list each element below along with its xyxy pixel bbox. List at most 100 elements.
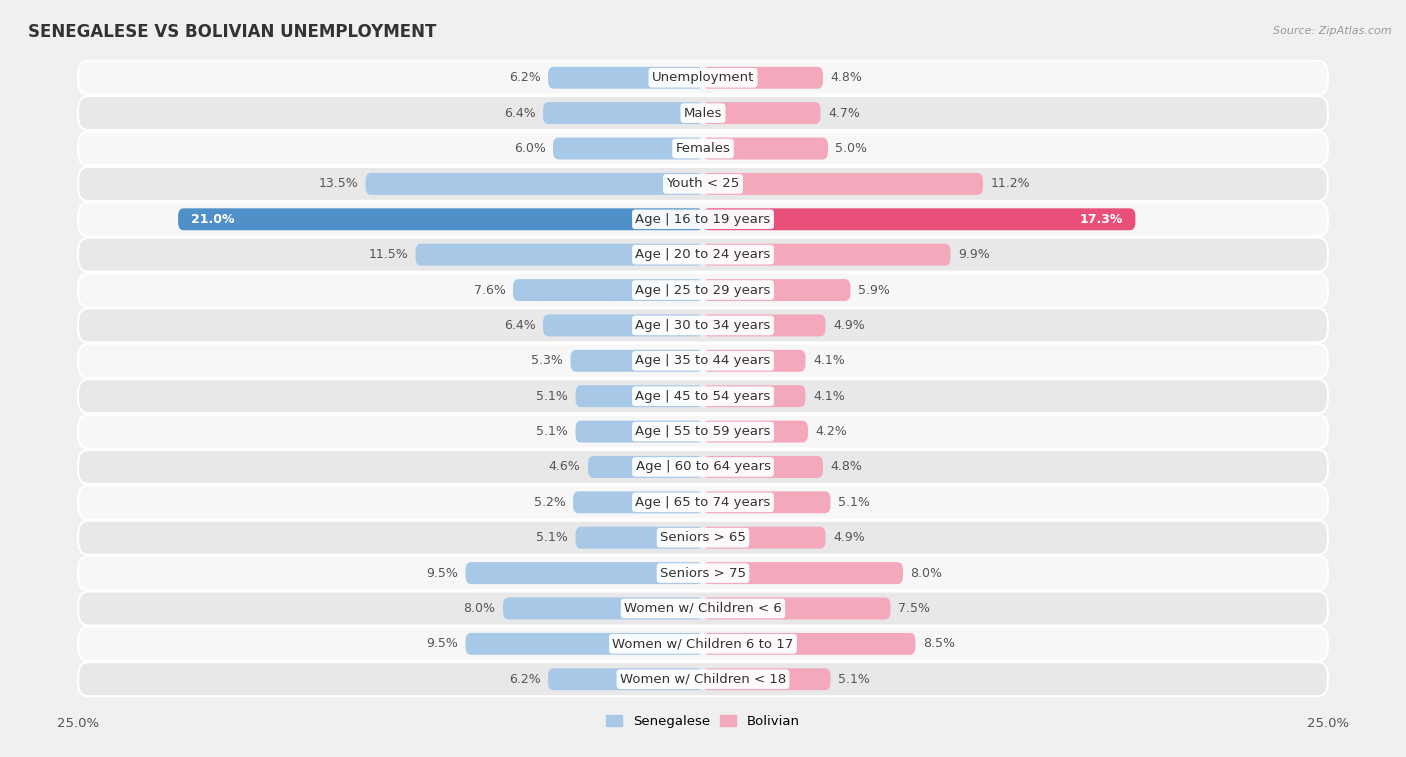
Text: Women w/ Children 6 to 17: Women w/ Children 6 to 17 xyxy=(613,637,793,650)
FancyBboxPatch shape xyxy=(465,633,703,655)
Text: Youth < 25: Youth < 25 xyxy=(666,177,740,191)
Text: 4.9%: 4.9% xyxy=(832,531,865,544)
FancyBboxPatch shape xyxy=(79,238,1327,272)
Text: 6.2%: 6.2% xyxy=(509,71,540,84)
Text: 4.9%: 4.9% xyxy=(832,319,865,332)
Text: 9.9%: 9.9% xyxy=(957,248,990,261)
Text: 5.1%: 5.1% xyxy=(536,390,568,403)
Text: 5.1%: 5.1% xyxy=(838,496,870,509)
Text: 4.8%: 4.8% xyxy=(831,460,862,473)
Text: 4.7%: 4.7% xyxy=(828,107,860,120)
FancyBboxPatch shape xyxy=(79,132,1327,166)
Text: 6.0%: 6.0% xyxy=(513,142,546,155)
FancyBboxPatch shape xyxy=(79,556,1327,590)
Text: Age | 65 to 74 years: Age | 65 to 74 years xyxy=(636,496,770,509)
FancyBboxPatch shape xyxy=(79,591,1327,625)
FancyBboxPatch shape xyxy=(79,379,1327,413)
FancyBboxPatch shape xyxy=(79,450,1327,484)
Text: Age | 16 to 19 years: Age | 16 to 19 years xyxy=(636,213,770,226)
Text: Women w/ Children < 18: Women w/ Children < 18 xyxy=(620,673,786,686)
FancyBboxPatch shape xyxy=(703,456,823,478)
Text: Age | 45 to 54 years: Age | 45 to 54 years xyxy=(636,390,770,403)
FancyBboxPatch shape xyxy=(571,350,703,372)
Text: 5.3%: 5.3% xyxy=(531,354,562,367)
Text: 8.0%: 8.0% xyxy=(911,566,942,580)
Text: 8.0%: 8.0% xyxy=(464,602,495,615)
FancyBboxPatch shape xyxy=(543,102,703,124)
FancyBboxPatch shape xyxy=(548,67,703,89)
Text: 4.8%: 4.8% xyxy=(831,71,862,84)
FancyBboxPatch shape xyxy=(574,491,703,513)
Text: 17.3%: 17.3% xyxy=(1080,213,1123,226)
Text: 5.1%: 5.1% xyxy=(536,531,568,544)
FancyBboxPatch shape xyxy=(79,61,1327,95)
Text: 4.1%: 4.1% xyxy=(813,354,845,367)
Text: 5.2%: 5.2% xyxy=(534,496,565,509)
Text: 21.0%: 21.0% xyxy=(191,213,233,226)
FancyBboxPatch shape xyxy=(703,244,950,266)
Text: 4.6%: 4.6% xyxy=(548,460,581,473)
FancyBboxPatch shape xyxy=(703,421,808,443)
FancyBboxPatch shape xyxy=(588,456,703,478)
Text: Males: Males xyxy=(683,107,723,120)
FancyBboxPatch shape xyxy=(703,491,831,513)
Text: 5.1%: 5.1% xyxy=(838,673,870,686)
Text: Females: Females xyxy=(675,142,731,155)
FancyBboxPatch shape xyxy=(548,668,703,690)
FancyBboxPatch shape xyxy=(79,167,1327,201)
Text: 5.1%: 5.1% xyxy=(536,425,568,438)
Text: 11.2%: 11.2% xyxy=(990,177,1031,191)
FancyBboxPatch shape xyxy=(543,314,703,336)
FancyBboxPatch shape xyxy=(79,485,1327,519)
Text: Age | 55 to 59 years: Age | 55 to 59 years xyxy=(636,425,770,438)
FancyBboxPatch shape xyxy=(703,597,890,619)
Text: 4.2%: 4.2% xyxy=(815,425,848,438)
FancyBboxPatch shape xyxy=(79,344,1327,378)
Legend: Senegalese, Bolivian: Senegalese, Bolivian xyxy=(600,709,806,734)
Text: Women w/ Children < 6: Women w/ Children < 6 xyxy=(624,602,782,615)
Text: 11.5%: 11.5% xyxy=(368,248,408,261)
Text: 9.5%: 9.5% xyxy=(426,566,458,580)
Text: 8.5%: 8.5% xyxy=(922,637,955,650)
Text: Unemployment: Unemployment xyxy=(652,71,754,84)
Text: 5.0%: 5.0% xyxy=(835,142,868,155)
FancyBboxPatch shape xyxy=(703,102,821,124)
FancyBboxPatch shape xyxy=(79,308,1327,342)
FancyBboxPatch shape xyxy=(416,244,703,266)
FancyBboxPatch shape xyxy=(79,627,1327,661)
Text: 5.9%: 5.9% xyxy=(858,284,890,297)
FancyBboxPatch shape xyxy=(79,202,1327,236)
FancyBboxPatch shape xyxy=(179,208,703,230)
FancyBboxPatch shape xyxy=(513,279,703,301)
FancyBboxPatch shape xyxy=(503,597,703,619)
FancyBboxPatch shape xyxy=(575,527,703,549)
FancyBboxPatch shape xyxy=(553,138,703,160)
FancyBboxPatch shape xyxy=(575,421,703,443)
Text: Age | 20 to 24 years: Age | 20 to 24 years xyxy=(636,248,770,261)
FancyBboxPatch shape xyxy=(79,273,1327,307)
FancyBboxPatch shape xyxy=(703,527,825,549)
FancyBboxPatch shape xyxy=(79,96,1327,130)
FancyBboxPatch shape xyxy=(79,521,1327,555)
FancyBboxPatch shape xyxy=(703,385,806,407)
FancyBboxPatch shape xyxy=(703,668,831,690)
Text: 7.6%: 7.6% xyxy=(474,284,506,297)
Text: 9.5%: 9.5% xyxy=(426,637,458,650)
FancyBboxPatch shape xyxy=(703,173,983,195)
FancyBboxPatch shape xyxy=(79,662,1327,696)
Text: SENEGALESE VS BOLIVIAN UNEMPLOYMENT: SENEGALESE VS BOLIVIAN UNEMPLOYMENT xyxy=(28,23,436,41)
Text: Age | 25 to 29 years: Age | 25 to 29 years xyxy=(636,284,770,297)
FancyBboxPatch shape xyxy=(703,633,915,655)
FancyBboxPatch shape xyxy=(703,350,806,372)
Text: 4.1%: 4.1% xyxy=(813,390,845,403)
FancyBboxPatch shape xyxy=(703,314,825,336)
FancyBboxPatch shape xyxy=(465,562,703,584)
FancyBboxPatch shape xyxy=(366,173,703,195)
Text: Age | 35 to 44 years: Age | 35 to 44 years xyxy=(636,354,770,367)
FancyBboxPatch shape xyxy=(703,67,823,89)
Text: 13.5%: 13.5% xyxy=(318,177,359,191)
FancyBboxPatch shape xyxy=(703,138,828,160)
FancyBboxPatch shape xyxy=(575,385,703,407)
FancyBboxPatch shape xyxy=(703,562,903,584)
Text: Age | 30 to 34 years: Age | 30 to 34 years xyxy=(636,319,770,332)
